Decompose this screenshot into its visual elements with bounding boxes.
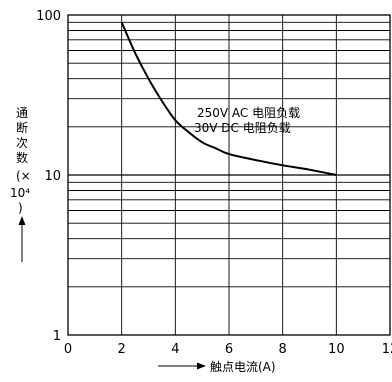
- x-tick-label: 8: [279, 342, 287, 357]
- annotation-250v-ac: 250V AC 电阻负载: [197, 106, 300, 120]
- y-tick-label: 100: [36, 9, 61, 24]
- annotation-30v-dc: 30V DC 电阻负载: [194, 121, 291, 135]
- x-tick-label: 10: [328, 342, 345, 357]
- x-tick-label: 6: [225, 342, 233, 357]
- y-tick-labels: 1 10 100: [36, 9, 61, 344]
- y-label-char-6: ): [18, 201, 23, 215]
- y-label-char-3: 数: [16, 150, 28, 165]
- x-axis-arrow-head: [197, 362, 206, 370]
- x-tick-label: 12: [382, 342, 392, 357]
- y-tick-label: 1: [53, 329, 61, 344]
- x-tick-label: 4: [171, 342, 179, 357]
- x-axis-label: 触点电流(A): [158, 360, 276, 374]
- x-tick-label: 2: [118, 342, 126, 357]
- y-label-char-5: 10⁴: [10, 186, 30, 200]
- x-tick-labels: 0 2 4 6 8 10 12: [64, 342, 392, 357]
- plot-area-border: [67, 14, 391, 336]
- x-axis-title: 触点电流(A): [210, 360, 276, 374]
- y-axis-arrow-head: [18, 216, 26, 225]
- series-line: [120, 21, 337, 176]
- y-axis-label: 通 断 次 数 (× 10⁴ ): [10, 106, 31, 262]
- y-label-char-0: 通: [16, 106, 28, 120]
- y-tick-label: 10: [44, 169, 61, 184]
- grid: [68, 15, 390, 335]
- x-tick-label: 0: [64, 342, 72, 357]
- y-label-char-2: 次: [16, 136, 28, 150]
- y-label-char-4: (×: [16, 169, 31, 183]
- y-label-char-1: 断: [16, 120, 28, 135]
